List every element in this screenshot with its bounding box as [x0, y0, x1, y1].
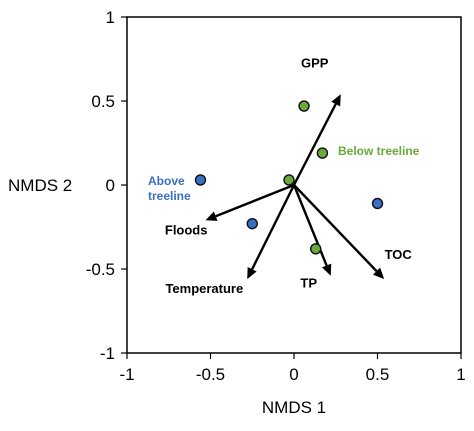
points-layer — [194, 100, 384, 255]
vector-layer: GPP Floods Temperature TP TOC — [165, 55, 413, 296]
data-point — [316, 147, 329, 159]
vector-arrow-head — [321, 263, 332, 276]
y-tick-label: 1 — [106, 8, 115, 27]
x-axis-ticks: -1 -0.5 0 0.5 1 — [119, 353, 466, 384]
y-tick-label: 0.5 — [91, 92, 115, 111]
vector-arrow-head — [372, 267, 385, 280]
x-tick-label: 1 — [456, 365, 465, 384]
data-point — [310, 243, 322, 255]
vector-label: Temperature — [165, 281, 243, 296]
vector-arrow-line — [292, 184, 328, 266]
vector-arrow-head — [205, 211, 218, 221]
y-tick-label: -1 — [100, 344, 115, 363]
vector-arrow-line — [292, 103, 337, 186]
vector-label: TOC — [385, 247, 413, 262]
vector-arrow-head — [247, 267, 257, 280]
y-axis-ticks: 1 0.5 0 -0.5 -1 — [86, 8, 127, 363]
x-tick-label: -1 — [119, 365, 134, 384]
data-point — [283, 174, 295, 186]
x-tick-label: 0.5 — [366, 365, 390, 384]
vector-label: GPP — [301, 55, 329, 70]
vector-arrow-line — [293, 184, 378, 272]
x-axis-title: NMDS 1 — [262, 398, 326, 417]
vector-arrow-line — [251, 184, 296, 270]
y-tick-label: -0.5 — [86, 260, 115, 279]
vector-label: Floods — [165, 222, 208, 237]
data-point — [371, 197, 384, 210]
y-axis-title: NMDS 2 — [8, 176, 72, 195]
group-label-above: Above — [148, 174, 185, 188]
vector-label: TP — [300, 276, 317, 291]
data-point — [194, 174, 207, 186]
vector-arrow-line — [215, 183, 295, 218]
group-label-below: Below treeline — [338, 144, 420, 158]
x-tick-label: -0.5 — [196, 365, 225, 384]
y-tick-label: 0 — [106, 176, 115, 195]
x-tick-label: 0 — [289, 365, 298, 384]
vector-arrow-head — [331, 94, 341, 107]
data-point — [298, 100, 310, 112]
group-label-above: treeline — [148, 189, 191, 203]
data-point — [246, 217, 258, 230]
